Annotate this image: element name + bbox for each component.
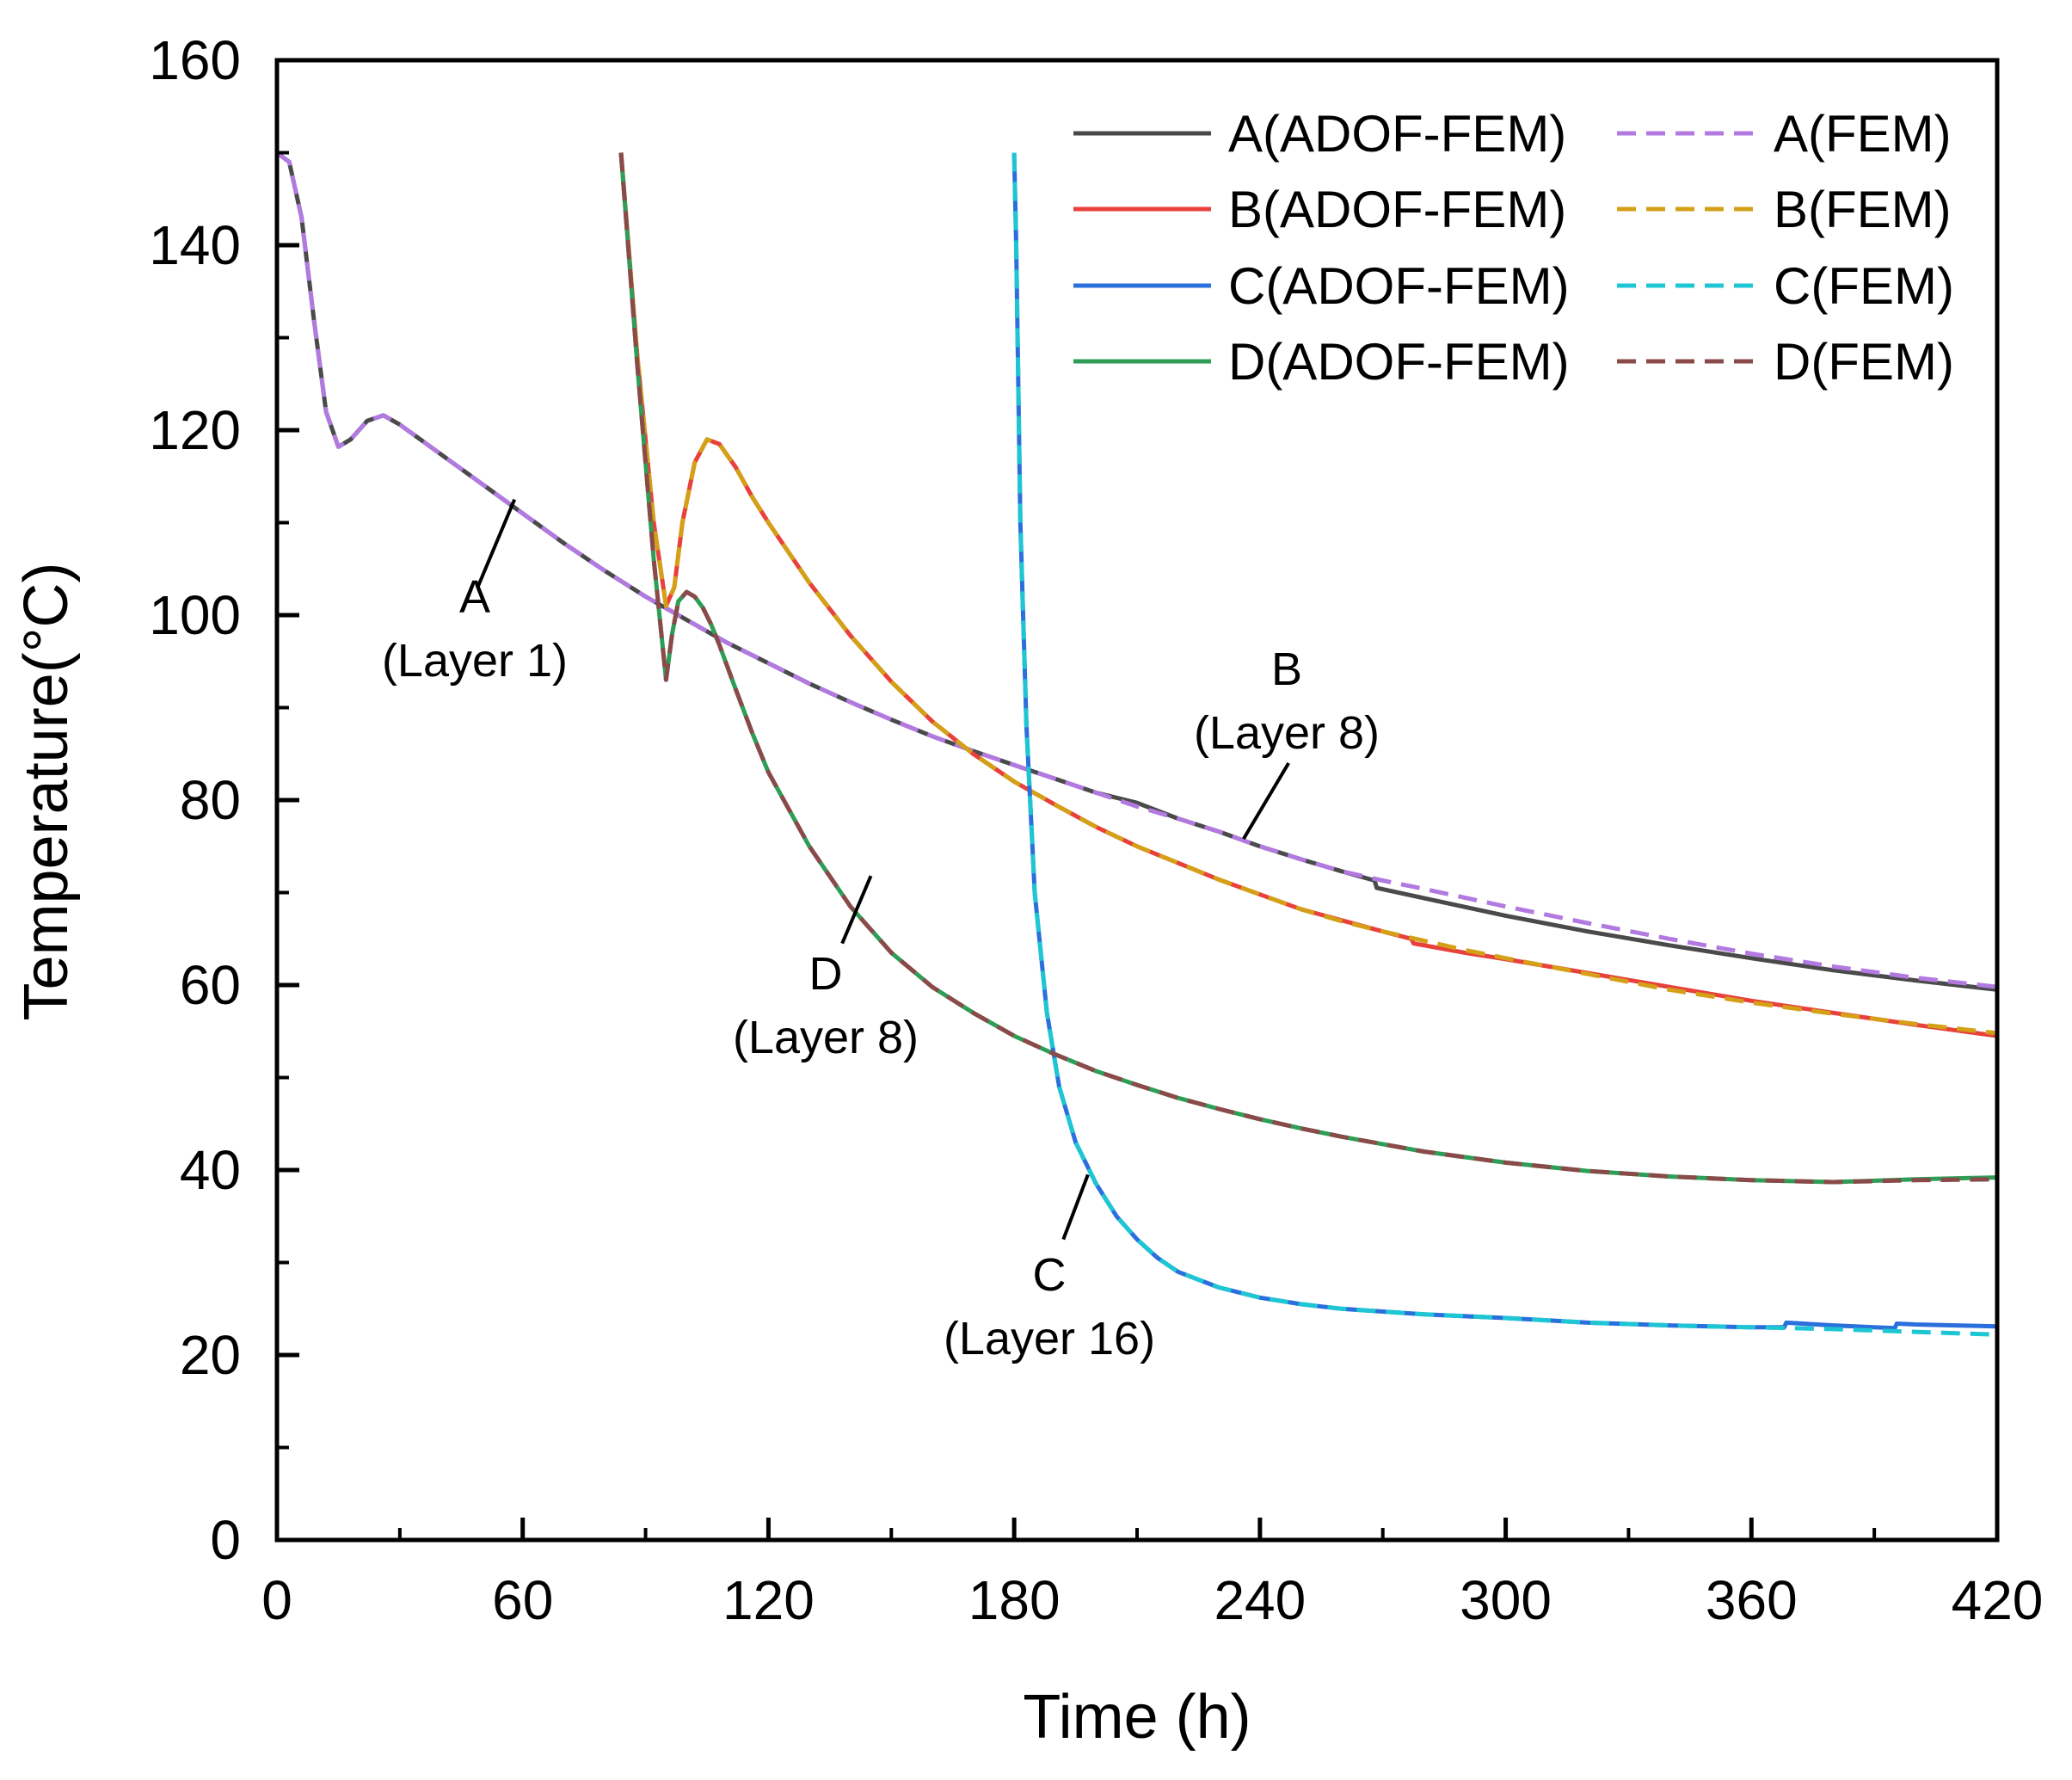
- x-axis-title: Time (h): [1023, 1683, 1251, 1752]
- legend-label-a-adof-fem: A(ADOF-FEM): [1228, 105, 1566, 163]
- x-tick-label: 0: [261, 1569, 292, 1631]
- legend-label-b-adof-fem: B(ADOF-FEM): [1228, 181, 1566, 238]
- legend-label-c-fem: C(FEM): [1774, 257, 1954, 315]
- series-layer: [275, 151, 1998, 1337]
- y-tick-label: 160: [149, 29, 241, 91]
- x-tick-label: 300: [1460, 1569, 1552, 1631]
- y-tick-label: 80: [180, 769, 241, 831]
- annotation-a-label: A: [459, 571, 490, 623]
- annotation-b-sublabel: (Layer 8): [1194, 707, 1380, 759]
- y-tick-label: 100: [149, 584, 241, 646]
- legend-label-a-fem: A(FEM): [1774, 105, 1952, 163]
- y-tick-label: 20: [180, 1324, 241, 1386]
- x-tick-label: 360: [1706, 1569, 1798, 1631]
- legend-label-b-fem: B(FEM): [1774, 181, 1952, 238]
- annotation-a-sublabel: (Layer 1): [382, 635, 568, 687]
- y-axis-title: Temperature(°C): [12, 563, 81, 1021]
- y-tick-label: 0: [210, 1509, 241, 1571]
- annotation-d-sublabel: (Layer 8): [733, 1012, 919, 1063]
- series-line-c-adof-fem: [1011, 152, 1998, 1331]
- series-line-c-fem: [1011, 152, 1998, 1337]
- annotation-d-label: D: [809, 948, 843, 1000]
- annotation-c-label: C: [1033, 1249, 1067, 1301]
- series-line-b-fem: [618, 152, 1998, 1036]
- legend-label-d-adof-fem: D(ADOF-FEM): [1228, 333, 1570, 391]
- x-tick-label: 60: [492, 1569, 553, 1631]
- x-tick-label: 240: [1214, 1569, 1306, 1631]
- annotation-d-leader: [840, 875, 873, 945]
- annotation-b-leader: [1242, 761, 1290, 841]
- x-tick-label: 180: [968, 1569, 1061, 1631]
- annotation-a-leader: [476, 498, 517, 588]
- x-tick-label: 120: [722, 1569, 815, 1631]
- annotation-layer: A (Layer 1) B (Layer 8) C (Layer 16) D (Layer 8…: [382, 498, 1380, 1364]
- y-tick-label: 60: [180, 954, 241, 1016]
- legend-label-c-adof-fem: C(ADOF-FEM): [1228, 257, 1570, 315]
- legend-label-d-fem: D(FEM): [1774, 333, 1954, 391]
- annotation-c-leader: [1061, 1173, 1090, 1241]
- series-line-d-fem: [618, 152, 1998, 1185]
- y-tick-label: 40: [180, 1139, 241, 1201]
- series-line-a-adof-fem: [275, 151, 1998, 992]
- annotation-b-label: B: [1271, 644, 1302, 695]
- annotation-c-sublabel: (Layer 16): [944, 1313, 1155, 1364]
- x-tick-label: 420: [1952, 1569, 2044, 1631]
- y-tick-label: 140: [149, 214, 241, 276]
- y-tick-label: 120: [149, 399, 241, 461]
- series-line-a-fem: [275, 151, 1998, 989]
- legend-layer: A(ADOF-FEM) A(FEM) B(ADOF-FEM) B(FEM) C(ADOF…: [1073, 105, 1954, 391]
- axes-layer: 0 60 120 180 240 300 360 420 0 20 40 60 80 100 120 140 1…: [149, 29, 2043, 1631]
